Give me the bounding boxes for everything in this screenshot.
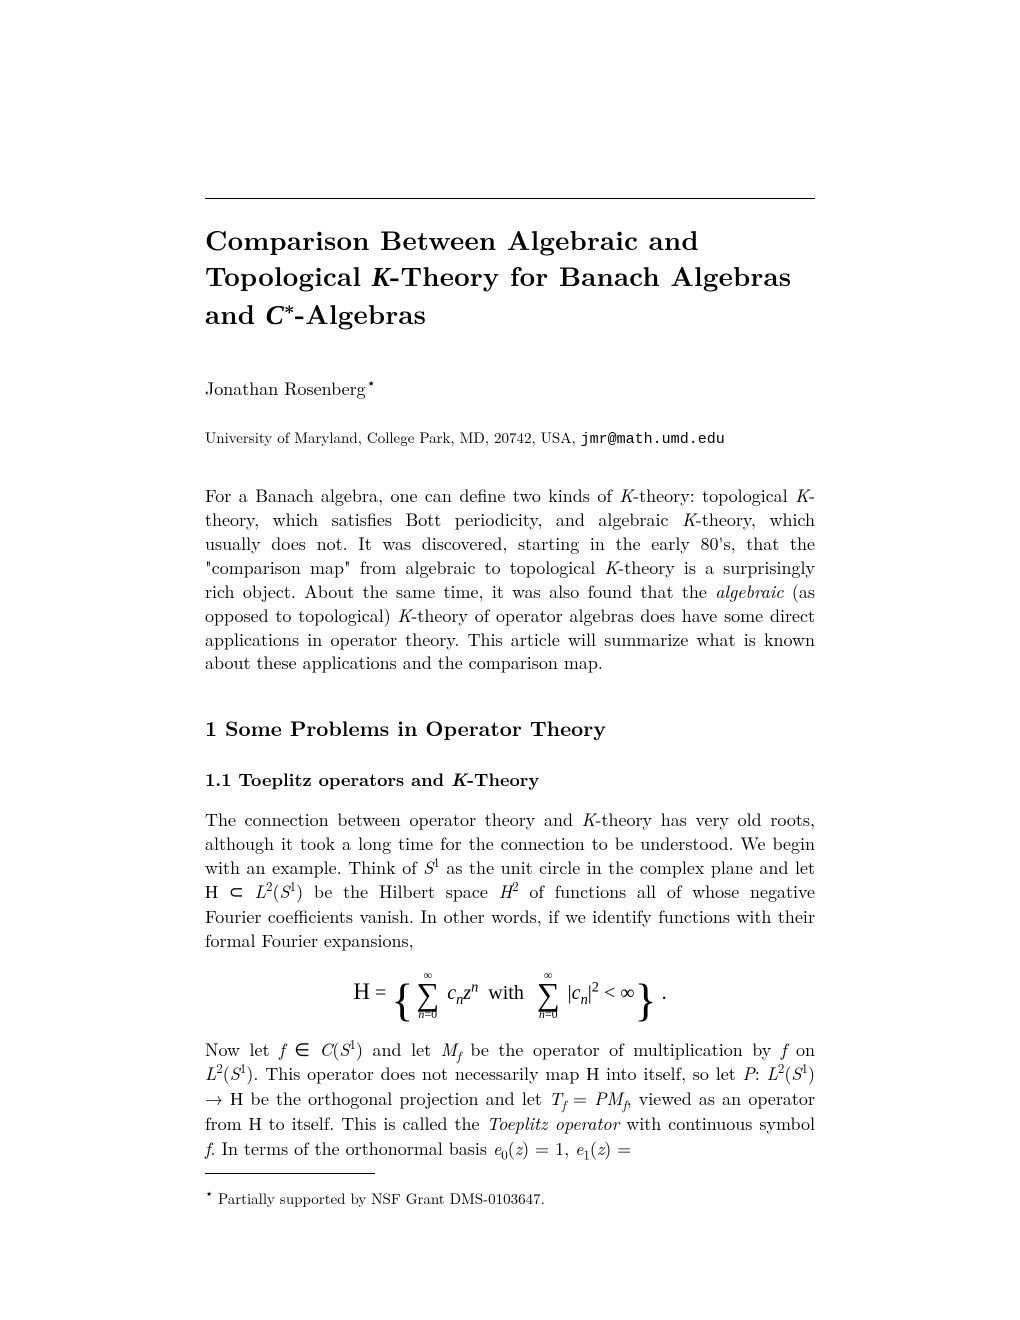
author-line: Jonathan Rosenberg⋆ (205, 376, 815, 401)
section-title: Some Problems in Operator Theory (225, 713, 606, 743)
top-rule (205, 198, 815, 199)
subsection-heading: 1.1 Toeplitz operators and K-Theory (205, 765, 815, 792)
section-number: 1 (205, 713, 217, 743)
footnote-rule (205, 1173, 375, 1174)
subsection-title-pre: Toeplitz operators and (238, 767, 451, 792)
subsection-number: 1.1 (205, 767, 231, 792)
footnote-text: Partially supported by NSF Grant DMS-010… (213, 1188, 545, 1209)
title-line-2-pre: Topological (205, 255, 372, 294)
title-line-3-pre: and (205, 293, 266, 332)
affiliation-email: jmr@math.umd.edu (581, 431, 725, 448)
title-line-2-post: -Theory for Banach Algebras (390, 255, 791, 294)
title-C: C (266, 300, 284, 330)
title-line-1: Comparison Between Algebraic and (205, 219, 699, 258)
title-line-3-post: -Algebras (295, 293, 426, 332)
footnote-marker: ⋆ (205, 1184, 213, 1202)
display-equation: H = {∞∑n=0 cnzn with ∞∑n=0 |cn|2 < ∞} . (205, 969, 815, 1020)
affiliation-text: University of Maryland, College Park, MD… (205, 427, 581, 448)
abstract: For a Banach algebra, one can define two… (205, 484, 815, 676)
body-paragraph-1: The connection between operator theory a… (205, 808, 815, 953)
page: Comparison Between Algebraic and Topolog… (0, 0, 1020, 1320)
subsection-title-post: -Theory (467, 767, 539, 792)
section-heading: 1 Some Problems in Operator Theory (205, 713, 815, 743)
title-K: K (372, 262, 390, 292)
paper-title: Comparison Between Algebraic and Topolog… (205, 221, 815, 334)
footnote: ⋆ Partially supported by NSF Grant DMS-0… (205, 1189, 815, 1209)
title-star: ∗ (284, 294, 295, 320)
subsection-K: K (451, 765, 467, 792)
body-paragraph-2: Now let f ∈ C(S1) and let Mf be the oper… (205, 1038, 815, 1161)
author-footnote-marker: ⋆ (367, 373, 376, 393)
affiliation: University of Maryland, College Park, MD… (205, 427, 815, 448)
author-name: Jonathan Rosenberg (205, 376, 366, 401)
